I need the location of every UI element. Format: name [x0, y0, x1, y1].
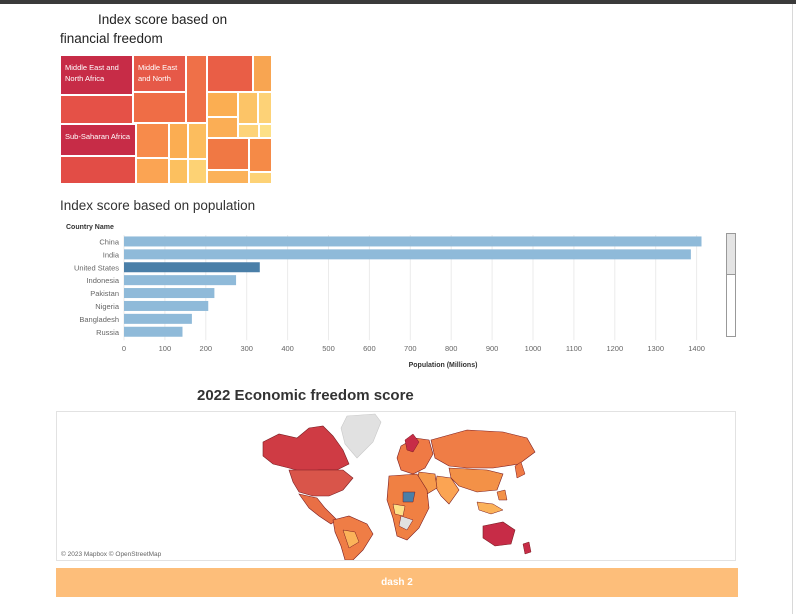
bar-india[interactable] [124, 249, 691, 260]
map-region-russia[interactable] [430, 429, 536, 469]
category-label: United States [74, 263, 119, 272]
map-region-africa[interactable] [386, 473, 430, 541]
treemap-tile[interactable] [136, 158, 169, 184]
map-region-africa-nodata[interactable] [398, 515, 414, 531]
bar-bangladesh[interactable] [124, 313, 192, 324]
map-region-africa-yellow[interactable] [392, 503, 406, 517]
category-label: India [103, 250, 120, 259]
x-tick-label: 1100 [566, 344, 582, 353]
treemap-label-ssa: Sub-Saharan Africa [65, 132, 131, 141]
x-tick-label: 700 [404, 344, 417, 353]
treemap-tile[interactable] [249, 172, 272, 184]
treemap-tile[interactable] [136, 123, 169, 158]
bar-chart-scrollbar[interactable] [726, 233, 736, 337]
x-tick-label: 600 [363, 344, 376, 353]
treemap-tile-mena[interactable]: Middle East and North Africa [60, 55, 133, 95]
x-tick-label: 1300 [647, 344, 664, 353]
x-tick-label: 1200 [606, 344, 623, 353]
world-map[interactable] [57, 412, 735, 560]
treemap-tile[interactable] [186, 55, 207, 123]
x-tick-label: 500 [322, 344, 335, 353]
economic-freedom-map[interactable]: © 2023 Mapbox © OpenStreetMap [56, 411, 736, 561]
window-top-bar [0, 0, 796, 4]
map-region-new-zealand[interactable] [522, 541, 532, 555]
dash-2-button[interactable]: dash 2 [56, 568, 738, 597]
treemap-tile[interactable] [188, 159, 207, 184]
map-region-greenland[interactable] [340, 413, 382, 459]
dashboard-edge [792, 4, 793, 614]
treemap-tile[interactable] [169, 159, 188, 184]
category-label: Bangladesh [79, 315, 119, 324]
x-tick-label: 300 [240, 344, 253, 353]
map-attribution: © 2023 Mapbox © OpenStreetMap [61, 551, 162, 558]
bar-column-header: Country Name [66, 224, 114, 231]
treemap-title-line1: Index score based on [98, 12, 228, 27]
treemap-tile[interactable] [207, 55, 253, 92]
x-tick-label: 400 [281, 344, 294, 353]
treemap-label-mena: Middle East and North Africa [65, 63, 119, 83]
bar-indonesia[interactable] [124, 275, 237, 286]
financial-freedom-treemap[interactable]: Middle East and North Africa Middle East… [60, 55, 272, 184]
treemap-tile[interactable] [258, 92, 272, 124]
x-tick-label: 900 [486, 344, 499, 353]
treemap-tile[interactable] [169, 123, 188, 159]
treemap-tile[interactable] [207, 117, 238, 138]
map-region-brazil[interactable] [342, 529, 360, 549]
map-region-canada[interactable] [262, 425, 350, 473]
treemap-tile[interactable] [188, 123, 207, 159]
x-tick-label: 1000 [525, 344, 542, 353]
treemap-tile[interactable] [207, 138, 249, 170]
treemap-tile-ssa[interactable]: Sub-Saharan Africa [60, 124, 136, 156]
treemap-title-line2: financial freedom [60, 31, 163, 46]
bar-pakistan[interactable] [124, 288, 215, 299]
map-title: 2022 Economic freedom score [197, 387, 414, 404]
treemap-tile[interactable] [259, 124, 272, 138]
x-tick-label: 200 [200, 344, 213, 353]
map-region-europe[interactable] [396, 437, 434, 475]
bar-russia[interactable] [124, 326, 183, 337]
category-label: Nigeria [95, 302, 120, 311]
treemap-tile-mena2[interactable]: Middle East and North [133, 55, 186, 92]
bar-united-states[interactable] [124, 262, 260, 273]
category-label: Pakistan [90, 289, 119, 298]
map-region-philippines[interactable] [496, 489, 508, 501]
treemap-tile[interactable] [238, 92, 258, 124]
map-region-africa-highlight[interactable] [402, 491, 416, 503]
map-region-japan[interactable] [514, 461, 526, 479]
population-bar-chart[interactable]: 0 100 200 300 400 500 600 700 800 900 1000 1100 1200… [60, 230, 740, 375]
map-region-china[interactable] [448, 467, 504, 493]
x-tick-label: 100 [159, 344, 172, 353]
bar-china[interactable] [124, 236, 702, 247]
x-tick-label: 800 [445, 344, 458, 353]
treemap-tile[interactable] [249, 138, 272, 172]
treemap-title: Index score based on financial freedom [60, 10, 240, 48]
map-region-scandinavia[interactable] [404, 433, 420, 453]
category-label: Russia [96, 328, 120, 337]
map-region-mexico[interactable] [298, 493, 338, 525]
treemap-label-mena2: Middle East and North [138, 63, 178, 83]
treemap-tile[interactable] [207, 92, 238, 117]
map-region-australia[interactable] [482, 521, 516, 547]
scrollbar-thumb[interactable] [727, 234, 735, 275]
x-tick-label: 1400 [688, 344, 705, 353]
x-axis-title: Population (Millions) [409, 362, 478, 369]
treemap-tile[interactable] [133, 92, 186, 123]
category-label: China [99, 237, 119, 246]
x-tick-label: 0 [122, 344, 126, 353]
treemap-tile[interactable] [60, 156, 136, 184]
bar-nigeria[interactable] [124, 300, 209, 311]
category-label: Indonesia [86, 276, 119, 285]
treemap-tile[interactable] [238, 124, 259, 138]
treemap-tile[interactable] [60, 95, 133, 124]
treemap-tile[interactable] [253, 55, 272, 92]
map-region-usa[interactable] [288, 469, 354, 497]
map-region-indonesia[interactable] [476, 501, 504, 515]
treemap-tile[interactable] [207, 170, 249, 184]
bar-chart-title: Index score based on population [60, 198, 256, 213]
